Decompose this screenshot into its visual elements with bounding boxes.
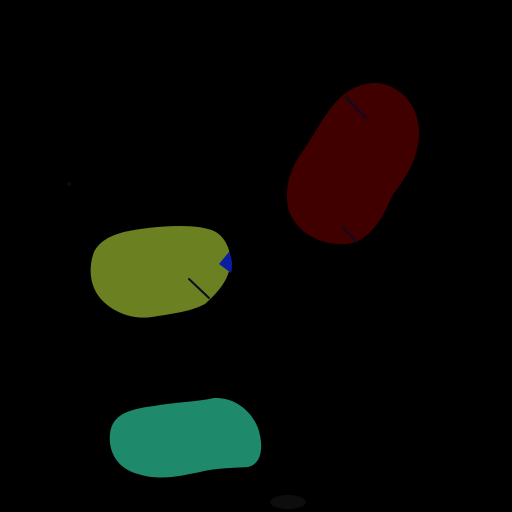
teal-blob (109, 397, 262, 478)
red-blob (286, 82, 420, 245)
seam-line (345, 96, 367, 119)
seam-line (188, 278, 210, 299)
speck (270, 495, 306, 509)
seam-line (342, 227, 357, 243)
speck (67, 182, 71, 186)
olive-blob (90, 226, 231, 318)
blue-patch (219, 252, 233, 273)
